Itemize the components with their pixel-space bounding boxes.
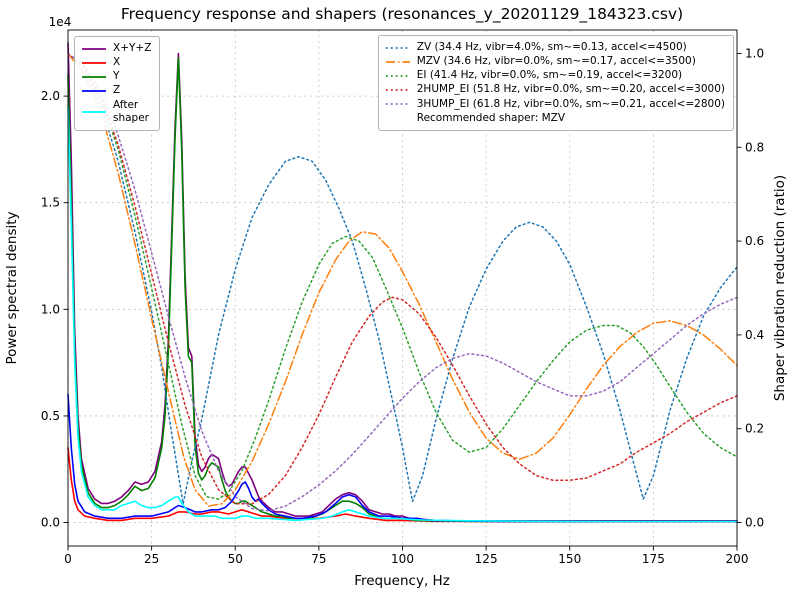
legend-item-psd-2: Y [81, 70, 151, 83]
legend-label: EI (41.4 Hz, vibr=0.0%, sm~=0.19, accel<… [416, 69, 683, 82]
tick-label: 0.8 [745, 140, 764, 154]
legend-line-swatch [385, 60, 410, 63]
psd-legend: X+Y+Z X Y Z After shaper [74, 36, 161, 131]
legend-line-swatch [385, 103, 410, 105]
y-axis-label-right: Shaper vibration reduction (ratio) [772, 175, 788, 401]
legend-line-swatch [82, 61, 106, 64]
x-axis-label: Frequency, Hz [354, 573, 450, 589]
tick-label: 1.5 [41, 196, 60, 210]
tick-label: 75 [311, 552, 326, 566]
tick-label: 1.0 [41, 302, 60, 316]
series-ei [67, 52, 738, 500]
series-mzv [67, 52, 738, 507]
tick-label: 0.6 [745, 234, 764, 248]
tick-label: 0.0 [41, 516, 60, 530]
legend-item-shaper-4: 3HUMP_EI (61.8 Hz, vibr=0.0%, sm~=0.21, … [385, 98, 725, 111]
legend-label: 3HUMP_EI (61.8 Hz, vibr=0.0%, sm~=0.21, … [416, 97, 725, 110]
y-axis-label-left: Power spectral density [4, 211, 20, 364]
legend-item-psd-0: X+Y+Z [81, 42, 151, 55]
tick-label: 150 [558, 552, 581, 566]
series-x+y+z [67, 42, 738, 522]
legend-label: Recommended shaper: MZV [416, 111, 566, 124]
series-z [67, 393, 738, 523]
legend-item-psd-1: X [81, 56, 151, 69]
tick-label: 50 [228, 552, 243, 566]
legend-item-psd-3: Z [81, 84, 151, 97]
curves [67, 42, 738, 523]
tick-label: 125 [475, 552, 498, 566]
tick-label: 200 [726, 552, 749, 566]
legend-label: MZV (34.6 Hz, vibr=0.0%, sm~=0.17, accel… [416, 55, 696, 68]
tick-label: 0.5 [41, 409, 60, 423]
y-axis-offset-label: 1e4 [49, 15, 72, 29]
tick-label: 100 [391, 552, 414, 566]
legend-line-swatch [82, 90, 106, 92]
legend-label: X+Y+Z [113, 42, 152, 54]
legend-item-shaper-2: EI (41.4 Hz, vibr=0.0%, sm~=0.19, accel<… [385, 69, 725, 82]
tick-label: 0.2 [745, 422, 764, 436]
legend-line-swatch [385, 89, 410, 91]
legend-line-swatch [82, 75, 106, 78]
legend-label: ZV (34.4 Hz, vibr=4.0%, sm~=0.13, accel<… [416, 41, 687, 53]
tick-label: 2.0 [41, 89, 60, 103]
legend-item-psd-4: After shaper [81, 99, 151, 125]
tick-label: 0.0 [745, 516, 764, 530]
series-x [67, 447, 738, 523]
series-2hump-ei [67, 52, 738, 505]
legend-label: Y [113, 70, 120, 83]
shaper-legend: ZV (34.4 Hz, vibr=4.0%, sm~=0.13, accel<… [377, 35, 734, 131]
tick-label: 25 [144, 552, 159, 566]
tick-label: 0.4 [745, 328, 764, 342]
legend-line-swatch [82, 110, 106, 113]
legend-line-swatch [385, 74, 410, 77]
legend-line-swatch [385, 112, 411, 124]
legend-label: Z [113, 84, 121, 97]
tick-label: 1.0 [745, 46, 764, 60]
series-after-shaper [67, 106, 738, 523]
legend-label: X [113, 56, 121, 69]
axis-ticks: 0 25 50 75 100 125 150 175 200 0.0 0.5 1.0 1.5 2.0 0.0… [41, 46, 764, 566]
tick-label: 0 [64, 552, 72, 566]
series-zv [67, 52, 738, 505]
legend-label: After shaper [113, 98, 150, 124]
legend-line-swatch [82, 47, 106, 50]
tick-label: 175 [642, 552, 665, 566]
legend-item-shaper-0: ZV (34.4 Hz, vibr=4.0%, sm~=0.13, accel<… [385, 41, 725, 54]
legend-item-shaper-3: 2HUMP_EI (51.8 Hz, vibr=0.0%, sm~=0.20, … [385, 83, 725, 96]
series-3hump-ei [67, 52, 738, 512]
chart-title: Frequency response and shapers (resonanc… [121, 5, 683, 24]
legend-item-recommended-shaper: Recommended shaper: MZV [385, 112, 725, 125]
legend-label: 2HUMP_EI (51.8 Hz, vibr=0.0%, sm~=0.20, … [416, 83, 725, 96]
legend-line-swatch [385, 46, 410, 49]
legend-item-shaper-1: MZV (34.6 Hz, vibr=0.0%, sm~=0.17, accel… [385, 55, 725, 68]
